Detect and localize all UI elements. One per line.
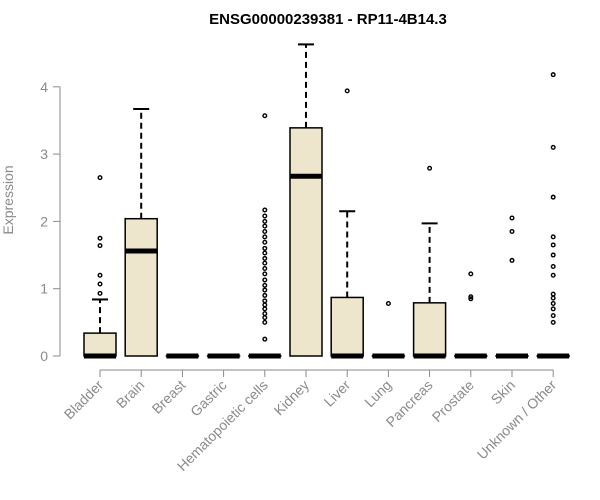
box-kidney	[289, 43, 323, 357]
outlier-point	[550, 291, 556, 297]
box-prostate	[454, 271, 488, 359]
box-liver	[330, 88, 364, 359]
outlier-point	[262, 239, 268, 245]
outlier-point	[468, 296, 474, 302]
outlier-point	[262, 260, 268, 266]
outlier-point	[262, 223, 268, 229]
chart-title: ENSG00000239381 - RP11-4B14.3	[209, 11, 447, 28]
x-tick-label: Breast	[149, 377, 189, 417]
y-tick-label: 0	[40, 348, 48, 364]
outlier-point	[262, 277, 268, 283]
outlier-point	[427, 165, 433, 171]
box-pancreas	[412, 165, 447, 359]
outlier-point	[262, 250, 268, 256]
outlier-point	[262, 213, 268, 219]
outlier-point	[468, 271, 474, 277]
outlier-point	[550, 272, 556, 278]
outlier-point	[468, 294, 474, 300]
outlier-point	[262, 311, 268, 317]
outlier-point	[262, 207, 268, 213]
outlier-point	[97, 272, 103, 278]
y-axis-label: Expression	[0, 165, 16, 234]
outlier-point	[550, 234, 556, 240]
outlier-point	[262, 271, 268, 277]
box-lung	[371, 301, 406, 359]
x-tick-label: Bladder	[61, 377, 107, 423]
outlier-point	[262, 319, 268, 325]
box-bladder	[83, 175, 117, 359]
outlier-point	[550, 194, 556, 200]
outlier-point	[262, 282, 268, 288]
outlier-point	[262, 113, 268, 119]
box-plot-series	[83, 43, 570, 359]
x-tick-label: Lung	[361, 377, 394, 410]
x-tick-label: Kidney	[271, 377, 313, 419]
axes: 0 1 2 3 4	[40, 79, 554, 371]
outlier-point	[262, 302, 268, 308]
outlier-point	[385, 301, 391, 307]
outlier-point	[550, 313, 556, 319]
box-unknown-other	[536, 72, 570, 359]
box-brain	[124, 108, 158, 357]
outlier-point	[97, 281, 103, 287]
box-body	[289, 127, 323, 357]
x-tick-label: Skin	[488, 377, 519, 408]
outlier-point	[262, 336, 268, 342]
outlier-point	[550, 263, 556, 269]
box-hematopoietic-cells	[248, 113, 282, 359]
box-body	[330, 296, 364, 357]
outlier-point	[262, 292, 268, 298]
x-tick-label: Brain	[113, 377, 147, 411]
outlier-point	[97, 235, 103, 241]
box-body	[83, 332, 117, 357]
outlier-point	[550, 295, 556, 301]
box-skin	[495, 215, 529, 359]
outlier-point	[262, 228, 268, 234]
outlier-point	[262, 287, 268, 293]
outlier-point	[262, 255, 268, 261]
outlier-point	[262, 298, 268, 304]
outlier-point	[262, 266, 268, 272]
outlier-point	[344, 88, 350, 94]
outlier-point	[550, 242, 556, 248]
outlier-point	[550, 72, 556, 78]
outlier-point	[262, 306, 268, 312]
outlier-point	[550, 301, 556, 307]
box-body	[124, 217, 158, 357]
outlier-point	[550, 252, 556, 258]
outlier-point	[97, 290, 103, 296]
outlier-point	[262, 218, 268, 224]
outlier-point	[97, 175, 103, 181]
outlier-point	[262, 234, 268, 240]
outlier-point	[97, 243, 103, 249]
outlier-point	[509, 257, 515, 263]
x-tick-label: Liver	[321, 377, 354, 410]
outlier-point	[550, 306, 556, 312]
y-tick-label: 3	[40, 146, 48, 162]
y-tick-label: 1	[40, 281, 48, 297]
outlier-point	[550, 144, 556, 150]
outlier-point	[262, 245, 268, 251]
y-tick-label: 4	[40, 79, 48, 95]
x-tick-label: Prostate	[429, 377, 477, 425]
outlier-point	[509, 215, 515, 221]
outlier-point	[262, 315, 268, 321]
outlier-point	[509, 228, 515, 234]
outlier-point	[550, 319, 556, 325]
box-body	[412, 302, 447, 357]
y-tick-label: 2	[40, 213, 48, 229]
